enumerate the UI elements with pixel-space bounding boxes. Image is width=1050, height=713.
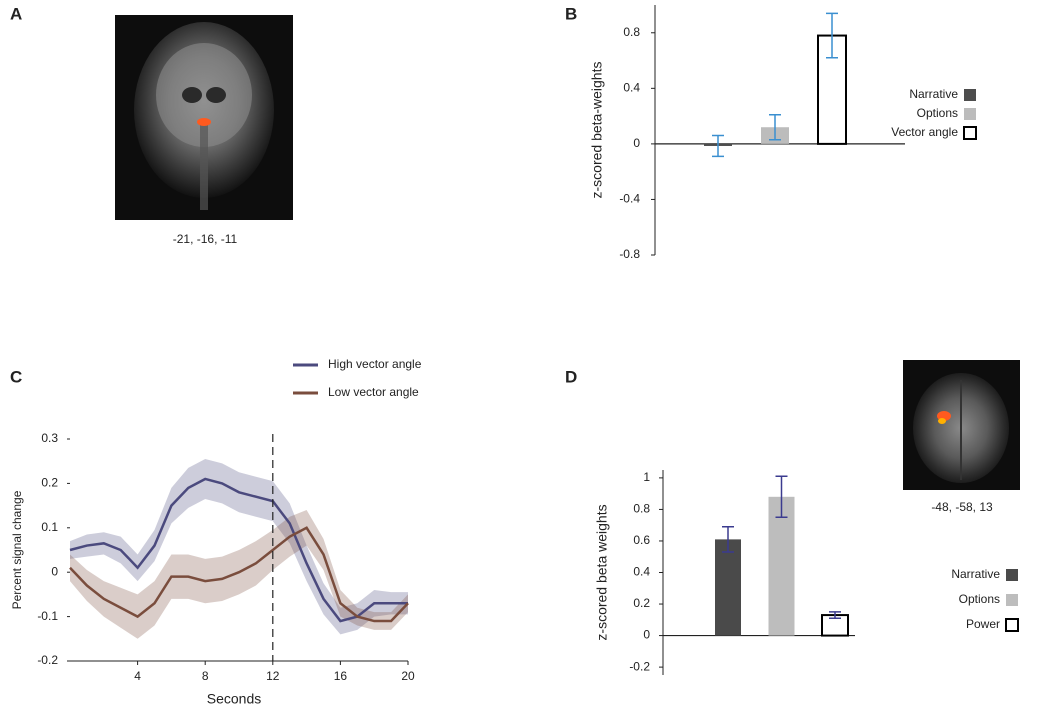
brain-image bbox=[903, 360, 1020, 490]
legend-label: Options bbox=[917, 106, 958, 120]
brain-image bbox=[115, 15, 293, 220]
line bbox=[69, 477, 408, 623]
legend-label: Options bbox=[959, 592, 1000, 606]
y-tick-label: 0.1 bbox=[41, 520, 58, 534]
error-band bbox=[70, 458, 408, 635]
x-tick-label: 4 bbox=[134, 669, 141, 683]
y-tick-label: 0.8 bbox=[623, 25, 640, 39]
bar bbox=[768, 496, 795, 636]
y-tick-label: -0.2 bbox=[629, 659, 650, 673]
image-caption: -21, -16, -11 bbox=[173, 232, 238, 246]
x-tick-label: 16 bbox=[334, 669, 348, 683]
y-tick-label: -0.2 bbox=[37, 653, 58, 667]
y-tick-label: 0.2 bbox=[41, 476, 58, 490]
image-caption: -48, -58, 13 bbox=[931, 500, 993, 514]
y-axis-label: Percent signal change bbox=[10, 490, 24, 609]
y-tick-label: 0.6 bbox=[633, 533, 650, 547]
panel-label: D bbox=[565, 367, 577, 386]
y-tick-label: 0.2 bbox=[633, 596, 650, 610]
y-tick-label: -0.8 bbox=[619, 247, 640, 261]
y-tick-label: 0.3 bbox=[41, 431, 58, 445]
legend-label: Power bbox=[966, 617, 1000, 631]
y-tick-label: 0.4 bbox=[623, 81, 640, 95]
y-axis-label: z-scored beta-weights bbox=[589, 62, 605, 199]
y-tick-label: -0.1 bbox=[37, 609, 58, 623]
error-bar bbox=[712, 134, 724, 158]
panel-label: C bbox=[10, 367, 22, 386]
x-tick-label: 12 bbox=[266, 669, 280, 683]
bar bbox=[715, 539, 741, 636]
y-tick-label: 0 bbox=[643, 628, 650, 642]
x-tick-label: 20 bbox=[401, 669, 415, 683]
y-axis-label: z-scored beta weights bbox=[594, 504, 610, 640]
x-axis-label: Seconds bbox=[207, 691, 261, 707]
legend-label: Vector angle bbox=[891, 125, 958, 139]
error-band bbox=[70, 510, 408, 639]
legend-label: Narrative bbox=[909, 87, 958, 101]
error-bar bbox=[829, 611, 841, 619]
error-bar bbox=[769, 113, 781, 141]
panel-label: B bbox=[565, 4, 577, 23]
legend-label: Narrative bbox=[951, 567, 1000, 581]
legend-label: Low vector angle bbox=[328, 385, 419, 399]
y-tick-label: 0.4 bbox=[633, 565, 650, 579]
y-tick-label: 1 bbox=[643, 470, 650, 484]
y-tick-label: 0.8 bbox=[633, 502, 650, 516]
y-tick-label: 0 bbox=[633, 136, 640, 150]
legend-swatch bbox=[963, 126, 977, 140]
legend-swatch bbox=[964, 89, 976, 101]
legend-label: High vector angle bbox=[328, 357, 422, 371]
legend-swatch bbox=[1006, 594, 1018, 606]
error-bar bbox=[722, 526, 734, 553]
y-tick-label: -0.4 bbox=[619, 192, 640, 206]
legend-swatch bbox=[964, 108, 976, 120]
y-tick-label: 0 bbox=[51, 564, 58, 578]
legend-swatch bbox=[1006, 569, 1018, 581]
line bbox=[69, 526, 409, 623]
x-tick-label: 8 bbox=[202, 669, 209, 683]
error-bar bbox=[775, 475, 788, 519]
error-bar bbox=[826, 12, 838, 59]
panel-label: A bbox=[10, 4, 22, 23]
legend-swatch bbox=[1005, 618, 1019, 632]
